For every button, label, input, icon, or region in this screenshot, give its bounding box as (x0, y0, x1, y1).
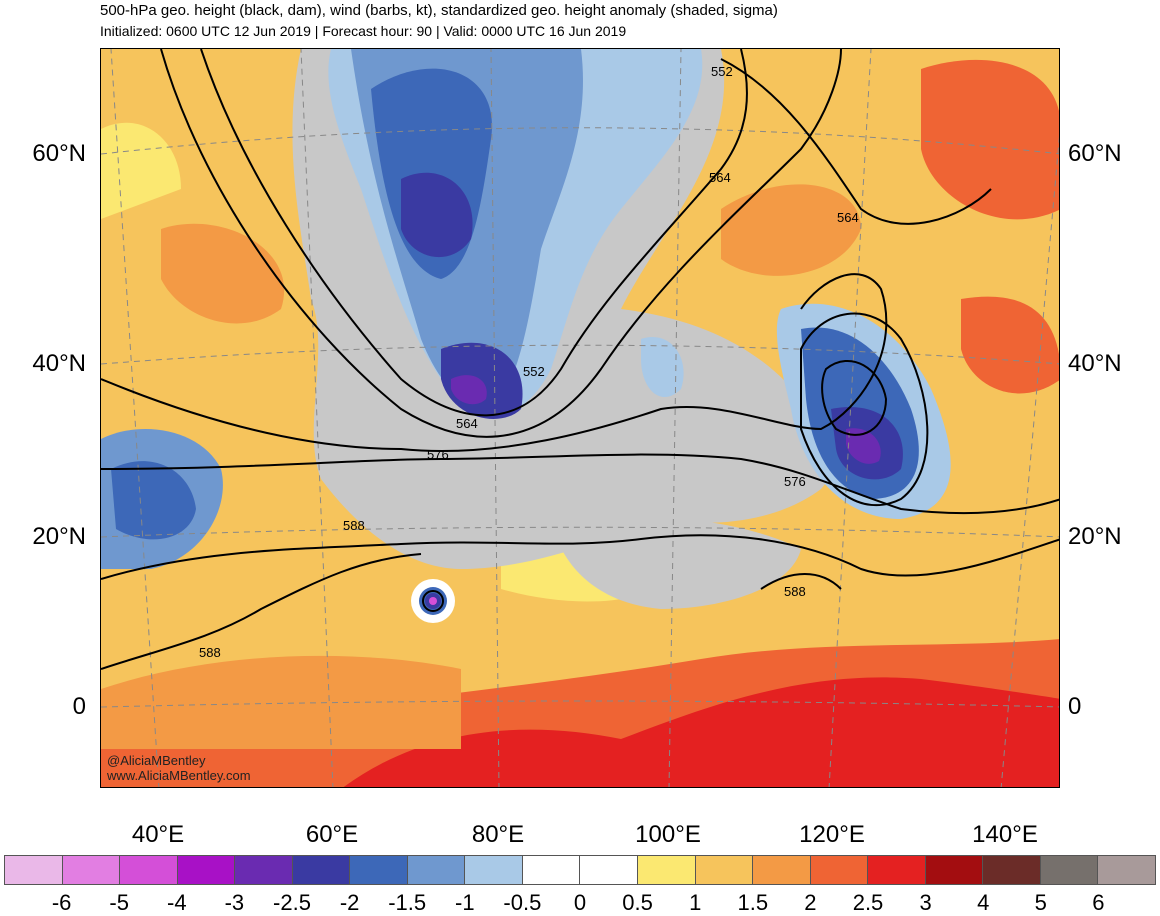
contour-label: 588 (784, 584, 806, 599)
colorbar-tick-label: -1.5 (388, 890, 427, 915)
colorbar-segment (292, 856, 351, 884)
small-anomaly (641, 337, 684, 398)
map-title: 500-hPa geo. height (black, dam), wind (… (100, 2, 778, 19)
colorbar-segment (638, 856, 696, 884)
colorbar-tick-label: 0.5 (622, 890, 653, 915)
trough-core-3 (451, 375, 487, 405)
lat-label: 0 (1068, 693, 1082, 720)
cyclone-center (429, 597, 437, 605)
colorbar-segment (465, 856, 523, 884)
west-low-strong (111, 461, 196, 540)
lat-label: 40°N (32, 350, 86, 377)
orange-band (101, 655, 461, 749)
colorbar-tick-label: -0.5 (503, 890, 542, 915)
contour-label: 552 (523, 364, 545, 379)
lat-label: 0 (72, 693, 86, 720)
map-canvas: 552 564 564 552 564 576 576 588 588 588 (101, 49, 1059, 787)
lon-label: 40°E (131, 821, 185, 848)
colorbar-segment (62, 856, 121, 884)
lat-label: 20°N (1068, 523, 1122, 550)
colorbar-segment (235, 856, 293, 884)
colorbar-segment (580, 856, 639, 884)
contour-label: 576 (784, 474, 806, 489)
lat-label: 60°N (1068, 140, 1122, 167)
contour-label: 564 (837, 210, 859, 225)
colorbar-segment (925, 856, 984, 884)
colorbar-tick-label: 2.5 (852, 890, 884, 915)
colorbar-tick-label: 6 (1092, 890, 1105, 915)
red-patch (921, 59, 1059, 220)
colorbar-segment (753, 856, 811, 884)
height-contours (101, 49, 1059, 670)
colorbar-segment (868, 856, 926, 884)
colorbar-segment (350, 856, 408, 884)
orange-patch (721, 184, 861, 276)
lon-label: 60°E (305, 821, 359, 848)
contour-label: 552 (711, 64, 733, 79)
colorbar-tick-label: 1.5 (737, 890, 769, 915)
colorbar-segment (695, 856, 754, 884)
colorbar-segment (1098, 856, 1155, 884)
lon-label: 80°E (471, 821, 525, 848)
map-panel: 552 564 564 552 564 576 576 588 588 588 … (100, 48, 1060, 788)
neutral-region-2 (551, 515, 801, 609)
colorbar-tick-label: 4 (977, 890, 990, 915)
colorbar-tick-label: 5 (1034, 890, 1047, 915)
lat-label: 20°N (32, 523, 86, 550)
colorbar (4, 855, 1156, 885)
contour-label: 588 (343, 518, 365, 533)
colorbar-segment (5, 856, 63, 884)
colorbar-segment (522, 856, 581, 884)
colorbar-segment (177, 856, 236, 884)
colorbar-tick-label: -2 (339, 890, 360, 915)
east-low-core-2 (846, 428, 881, 464)
colorbar-segment (1040, 856, 1099, 884)
colorbar-tick-label: -3 (224, 890, 245, 915)
colorbar-tick-label: 2 (804, 890, 817, 915)
colorbar-tick-label: 3 (919, 890, 932, 915)
lon-label: 100°E (635, 821, 701, 848)
contour-label: 588 (199, 645, 221, 660)
hot-band (343, 677, 1059, 787)
credit-website: www.AliciaMBentley.com (107, 768, 251, 783)
colorbar-tick-label: -4 (167, 890, 187, 915)
colorbar-tick-label: -5 (109, 890, 129, 915)
graticule (101, 49, 1059, 787)
lon-label: 120°E (799, 821, 865, 848)
colorbar-segment (810, 856, 869, 884)
colorbar-segment (407, 856, 466, 884)
colorbar-segment (983, 856, 1041, 884)
colorbar-segment (120, 856, 178, 884)
credit-text: @AliciaMBentley www.AliciaMBentley.com (107, 753, 251, 783)
colorbar-tick-label: -1 (455, 890, 475, 915)
contour-label: 576 (427, 447, 449, 462)
lon-label: 140°E (972, 821, 1038, 848)
colorbar-tick-label: 0 (573, 890, 587, 915)
colorbar-tick-label: -2.5 (273, 890, 311, 915)
trough-core-1 (401, 172, 473, 258)
orange-patch-2 (161, 223, 285, 324)
lat-label: 40°N (1068, 350, 1122, 377)
colorbar-tick-label: 1 (689, 890, 702, 915)
red-patch-2 (961, 296, 1059, 394)
lat-label: 60°N (32, 140, 86, 167)
colorbar-tick-label: -6 (51, 890, 72, 915)
map-subtitle: Initialized: 0600 UTC 12 Jun 2019 | Fore… (100, 23, 627, 39)
contour-label: 564 (709, 170, 731, 185)
yellow-patch-2 (101, 122, 181, 219)
contour-label: 564 (456, 416, 478, 431)
contour-labels: 552 564 564 552 564 576 576 588 588 588 (199, 64, 859, 660)
credit-handle: @AliciaMBentley (107, 753, 206, 768)
